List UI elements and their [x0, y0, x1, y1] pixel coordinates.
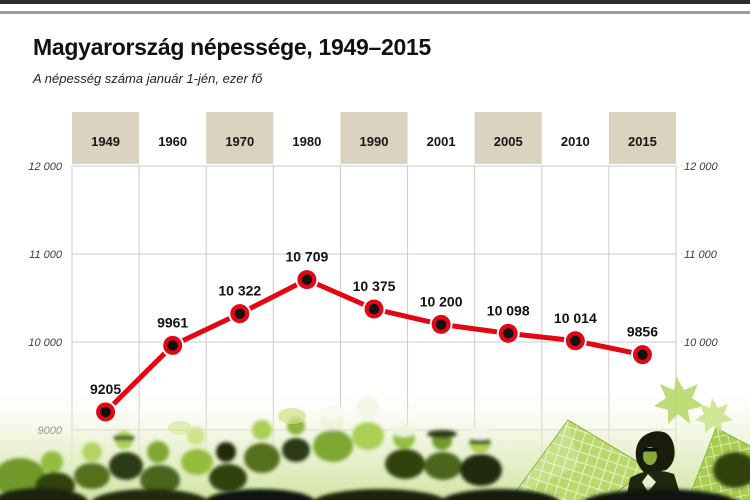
crowd-people-left — [0, 427, 247, 500]
crowd-dark-bottom-edge — [0, 452, 750, 500]
year-label: 1949 — [91, 134, 120, 149]
data-point-marker — [100, 406, 111, 418]
data-point-marker — [167, 340, 178, 351]
chart-title: Magyarország népessége, 1949–2015 — [33, 34, 431, 60]
year-band — [474, 112, 542, 164]
data-point-marker — [301, 274, 313, 285]
data-point-marker — [234, 308, 245, 319]
y-axis-tick-left: 11 000 — [29, 249, 63, 261]
foliage-shapes — [168, 376, 733, 435]
year-band — [340, 112, 408, 164]
data-point-value: 10 014 — [554, 310, 597, 326]
y-axis-tick-left: 12 000 — [28, 161, 63, 173]
data-point-value: 10 200 — [420, 293, 463, 309]
year-label: 2001 — [427, 134, 456, 149]
top-black-bar — [0, 0, 750, 4]
data-point-marker — [435, 319, 447, 330]
crowd-people-center — [244, 396, 502, 486]
data-point-marker — [637, 349, 648, 360]
data-point-value: 10 375 — [353, 278, 396, 294]
top-gray-rule — [0, 11, 750, 14]
data-point-value: 10 709 — [285, 249, 328, 265]
year-label: 2015 — [628, 134, 657, 149]
y-axis-tick-right: 10 000 — [684, 337, 719, 349]
year-label: 2010 — [561, 134, 590, 149]
year-band — [72, 112, 140, 164]
year-label: 2005 — [494, 134, 523, 149]
chart-subtitle: A népesség száma január 1-jén, ezer fő — [33, 71, 263, 86]
year-label: 1960 — [158, 134, 187, 149]
population-line-series — [94, 268, 654, 424]
data-point-marker — [570, 335, 581, 346]
data-point-value: 9961 — [157, 314, 188, 330]
data-point-value: 9205 — [90, 381, 121, 397]
data-point-labels: 9205 9961 10 322 10 709 10 375 10 200 10 098 10… — [90, 249, 658, 397]
y-axis-tick-right: 11 000 — [684, 249, 718, 261]
data-point-marker — [368, 303, 380, 315]
data-point-value: 10 322 — [218, 283, 261, 299]
data-point-marker — [503, 328, 514, 339]
crowd-photo-illustration — [0, 376, 750, 500]
year-band — [206, 112, 274, 164]
data-point-value: 9856 — [627, 324, 658, 340]
year-header-bands: 1949 1960 1970 1980 1990 2001 2005 2010 2015 — [72, 112, 676, 164]
year-band — [608, 112, 676, 164]
year-label: 1990 — [360, 134, 389, 149]
year-label: 1970 — [225, 134, 254, 149]
data-point-value: 10 098 — [487, 302, 530, 318]
y-axis-tick-left: 10 000 — [28, 337, 63, 349]
y-axis-tick-right: 12 000 — [684, 161, 719, 173]
year-label: 1980 — [292, 134, 321, 149]
